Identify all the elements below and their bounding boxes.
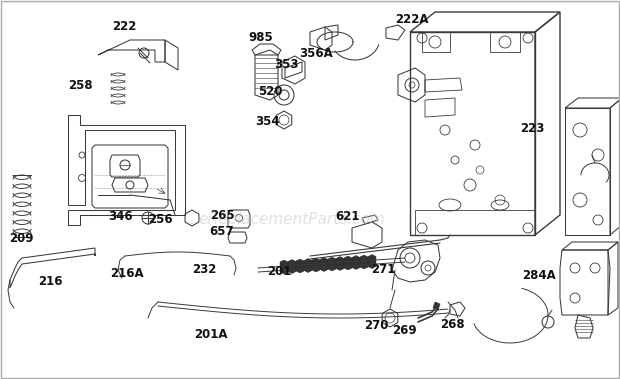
- Polygon shape: [328, 257, 336, 271]
- Text: 265: 265: [210, 209, 234, 222]
- Text: 209: 209: [9, 232, 34, 245]
- Text: 258: 258: [68, 79, 93, 92]
- Polygon shape: [280, 260, 288, 274]
- Polygon shape: [288, 260, 296, 274]
- Text: 216A: 216A: [110, 267, 144, 280]
- Text: 271: 271: [371, 263, 396, 276]
- Text: 985: 985: [248, 31, 273, 44]
- Text: 354: 354: [255, 115, 280, 128]
- Text: 268: 268: [440, 318, 465, 331]
- Text: 216: 216: [38, 275, 63, 288]
- Polygon shape: [344, 256, 352, 270]
- Text: eReplacementParts.com: eReplacementParts.com: [198, 212, 385, 227]
- Text: 270: 270: [364, 319, 389, 332]
- Polygon shape: [368, 255, 376, 268]
- Text: 657: 657: [210, 226, 234, 238]
- Polygon shape: [336, 257, 344, 271]
- Text: 520: 520: [258, 85, 283, 98]
- Text: 256: 256: [148, 213, 172, 226]
- Polygon shape: [352, 255, 360, 269]
- Polygon shape: [312, 258, 320, 272]
- Polygon shape: [433, 302, 440, 310]
- Polygon shape: [320, 257, 328, 271]
- Polygon shape: [296, 259, 304, 273]
- Polygon shape: [304, 258, 312, 273]
- Text: 201A: 201A: [194, 328, 228, 341]
- Text: 356A: 356A: [299, 47, 333, 60]
- Text: 223: 223: [520, 122, 544, 135]
- Text: 222A: 222A: [396, 13, 429, 26]
- Text: 621: 621: [335, 210, 360, 223]
- Text: 201: 201: [267, 265, 291, 278]
- Text: 232: 232: [192, 263, 217, 276]
- Text: 346: 346: [108, 210, 133, 222]
- Text: 269: 269: [392, 324, 417, 337]
- Text: 353: 353: [274, 58, 299, 71]
- Text: 222: 222: [112, 20, 136, 33]
- Text: 284A: 284A: [523, 269, 556, 282]
- Polygon shape: [360, 255, 368, 269]
